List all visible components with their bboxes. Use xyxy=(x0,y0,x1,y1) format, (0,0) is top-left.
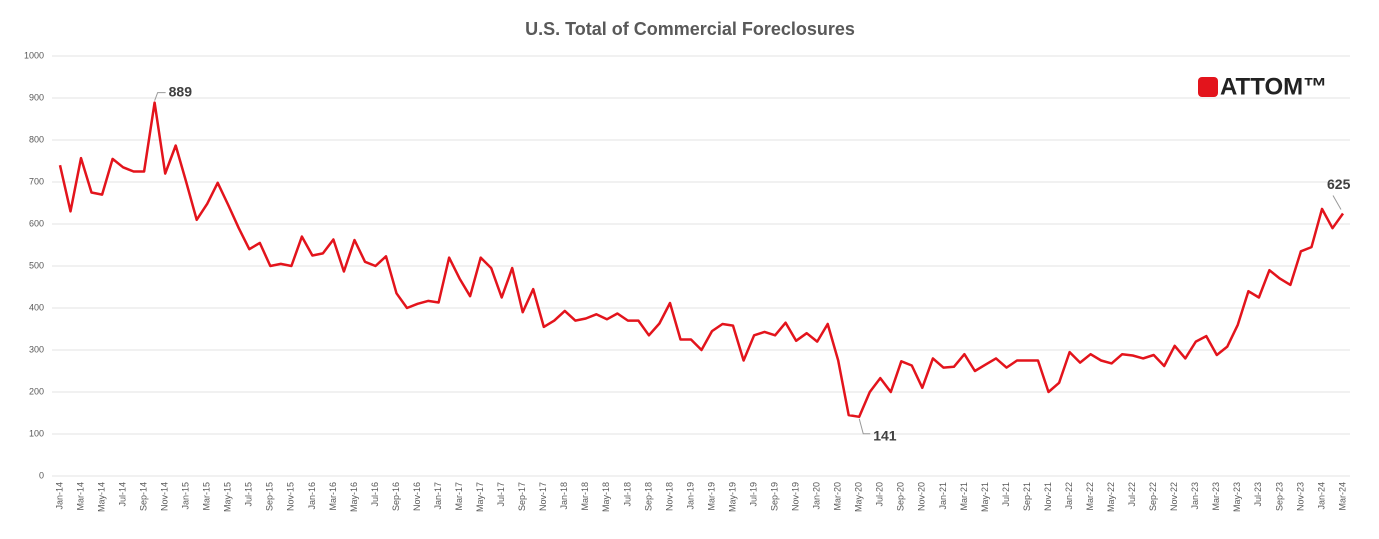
x-tick-label: May-14 xyxy=(96,482,106,512)
x-tick-label: May-16 xyxy=(349,482,359,512)
y-tick-label: 300 xyxy=(29,344,44,354)
x-tick-label: Jan-24 xyxy=(1316,482,1326,510)
x-tick-label: Jan-20 xyxy=(812,482,822,510)
label-leader xyxy=(1332,195,1342,210)
x-tick-label: Jan-21 xyxy=(938,482,948,510)
x-tick-label: Mar-14 xyxy=(75,482,85,511)
y-tick-label: 800 xyxy=(29,134,44,144)
x-tick-label: Jan-17 xyxy=(433,482,443,510)
x-tick-label: Jan-22 xyxy=(1064,482,1074,510)
x-tick-label: May-15 xyxy=(223,482,233,512)
x-tick-label: Jan-18 xyxy=(559,482,569,510)
x-tick-label: Jan-16 xyxy=(307,482,317,510)
x-tick-label: Sep-14 xyxy=(139,482,149,511)
x-tick-label: Mar-23 xyxy=(1211,482,1221,511)
y-tick-label: 200 xyxy=(29,386,44,396)
x-tick-label: Jan-15 xyxy=(181,482,191,510)
x-tick-label: May-21 xyxy=(980,482,990,512)
x-tick-label: Nov-21 xyxy=(1043,482,1053,511)
x-tick-label: Mar-18 xyxy=(580,482,590,511)
x-tick-label: Mar-20 xyxy=(833,482,843,511)
x-tick-label: Jul-23 xyxy=(1253,482,1263,507)
x-tick-label: Mar-17 xyxy=(454,482,464,511)
x-tick-label: Nov-14 xyxy=(160,482,170,511)
x-tick-label: Sep-23 xyxy=(1274,482,1284,511)
x-tick-label: Nov-19 xyxy=(791,482,801,511)
x-tick-label: May-23 xyxy=(1232,482,1242,512)
x-tick-label: Sep-16 xyxy=(391,482,401,511)
y-tick-label: 700 xyxy=(29,176,44,186)
x-tick-label: May-20 xyxy=(854,482,864,512)
x-tick-label: Mar-15 xyxy=(202,482,212,511)
x-tick-label: Jul-20 xyxy=(875,482,885,507)
x-tick-label: Mar-22 xyxy=(1085,482,1095,511)
x-tick-label: Sep-17 xyxy=(517,482,527,511)
x-tick-label: Jul-16 xyxy=(370,482,380,507)
y-tick-label: 1000 xyxy=(24,50,44,60)
data-line xyxy=(58,101,1345,419)
x-tick-label: Sep-20 xyxy=(896,482,906,511)
x-tick-label: Sep-21 xyxy=(1022,482,1032,511)
data-label: 625 xyxy=(1327,176,1351,192)
x-tick-label: Nov-23 xyxy=(1295,482,1305,511)
label-leader xyxy=(858,418,871,435)
x-tick-label: May-17 xyxy=(475,482,485,512)
x-tick-label: Mar-19 xyxy=(706,482,716,511)
y-tick-label: 600 xyxy=(29,218,44,228)
y-tick-label: 100 xyxy=(29,428,44,438)
x-tick-label: Nov-20 xyxy=(917,482,927,511)
x-tick-label: Nov-15 xyxy=(286,482,296,511)
y-tick-label: 500 xyxy=(29,260,44,270)
x-tick-label: Mar-24 xyxy=(1337,482,1347,511)
x-tick-label: Jul-18 xyxy=(622,482,632,507)
x-tick-label: Sep-19 xyxy=(769,482,779,511)
x-tick-label: Nov-22 xyxy=(1169,482,1179,511)
brand-text: ATTOM™ xyxy=(1220,73,1327,100)
x-tick-label: Nov-17 xyxy=(538,482,548,511)
y-tick-label: 400 xyxy=(29,302,44,312)
x-tick-label: Nov-16 xyxy=(412,482,422,511)
y-tick-label: 900 xyxy=(29,92,44,102)
x-tick-label: Jul-17 xyxy=(496,482,506,507)
label-leader xyxy=(154,92,166,101)
x-tick-label: Jan-19 xyxy=(685,482,695,510)
x-tick-label: May-19 xyxy=(727,482,737,512)
data-label: 141 xyxy=(873,427,897,443)
x-tick-label: Jul-22 xyxy=(1127,482,1137,507)
x-tick-label: Sep-18 xyxy=(643,482,653,511)
x-tick-label: Jan-23 xyxy=(1190,482,1200,510)
data-label: 889 xyxy=(169,83,193,99)
logo-icon xyxy=(1198,77,1218,97)
x-tick-label: Sep-22 xyxy=(1148,482,1158,511)
x-tick-label: Jan-14 xyxy=(54,482,64,510)
x-tick-label: Mar-16 xyxy=(328,482,338,511)
y-tick-label: 0 xyxy=(39,470,44,480)
x-tick-label: May-18 xyxy=(601,482,611,512)
x-tick-label: May-22 xyxy=(1106,482,1116,512)
x-tick-label: Mar-21 xyxy=(959,482,969,511)
x-tick-label: Sep-15 xyxy=(265,482,275,511)
x-tick-label: Jul-15 xyxy=(244,482,254,507)
x-tick-label: Jul-19 xyxy=(748,482,758,507)
chart-title: U.S. Total of Commercial Foreclosures xyxy=(525,19,855,39)
x-tick-label: Jul-21 xyxy=(1001,482,1011,507)
x-tick-label: Nov-18 xyxy=(664,482,674,511)
brand-logo: ATTOM™ xyxy=(1198,73,1327,100)
x-tick-label: Jul-14 xyxy=(117,482,127,507)
